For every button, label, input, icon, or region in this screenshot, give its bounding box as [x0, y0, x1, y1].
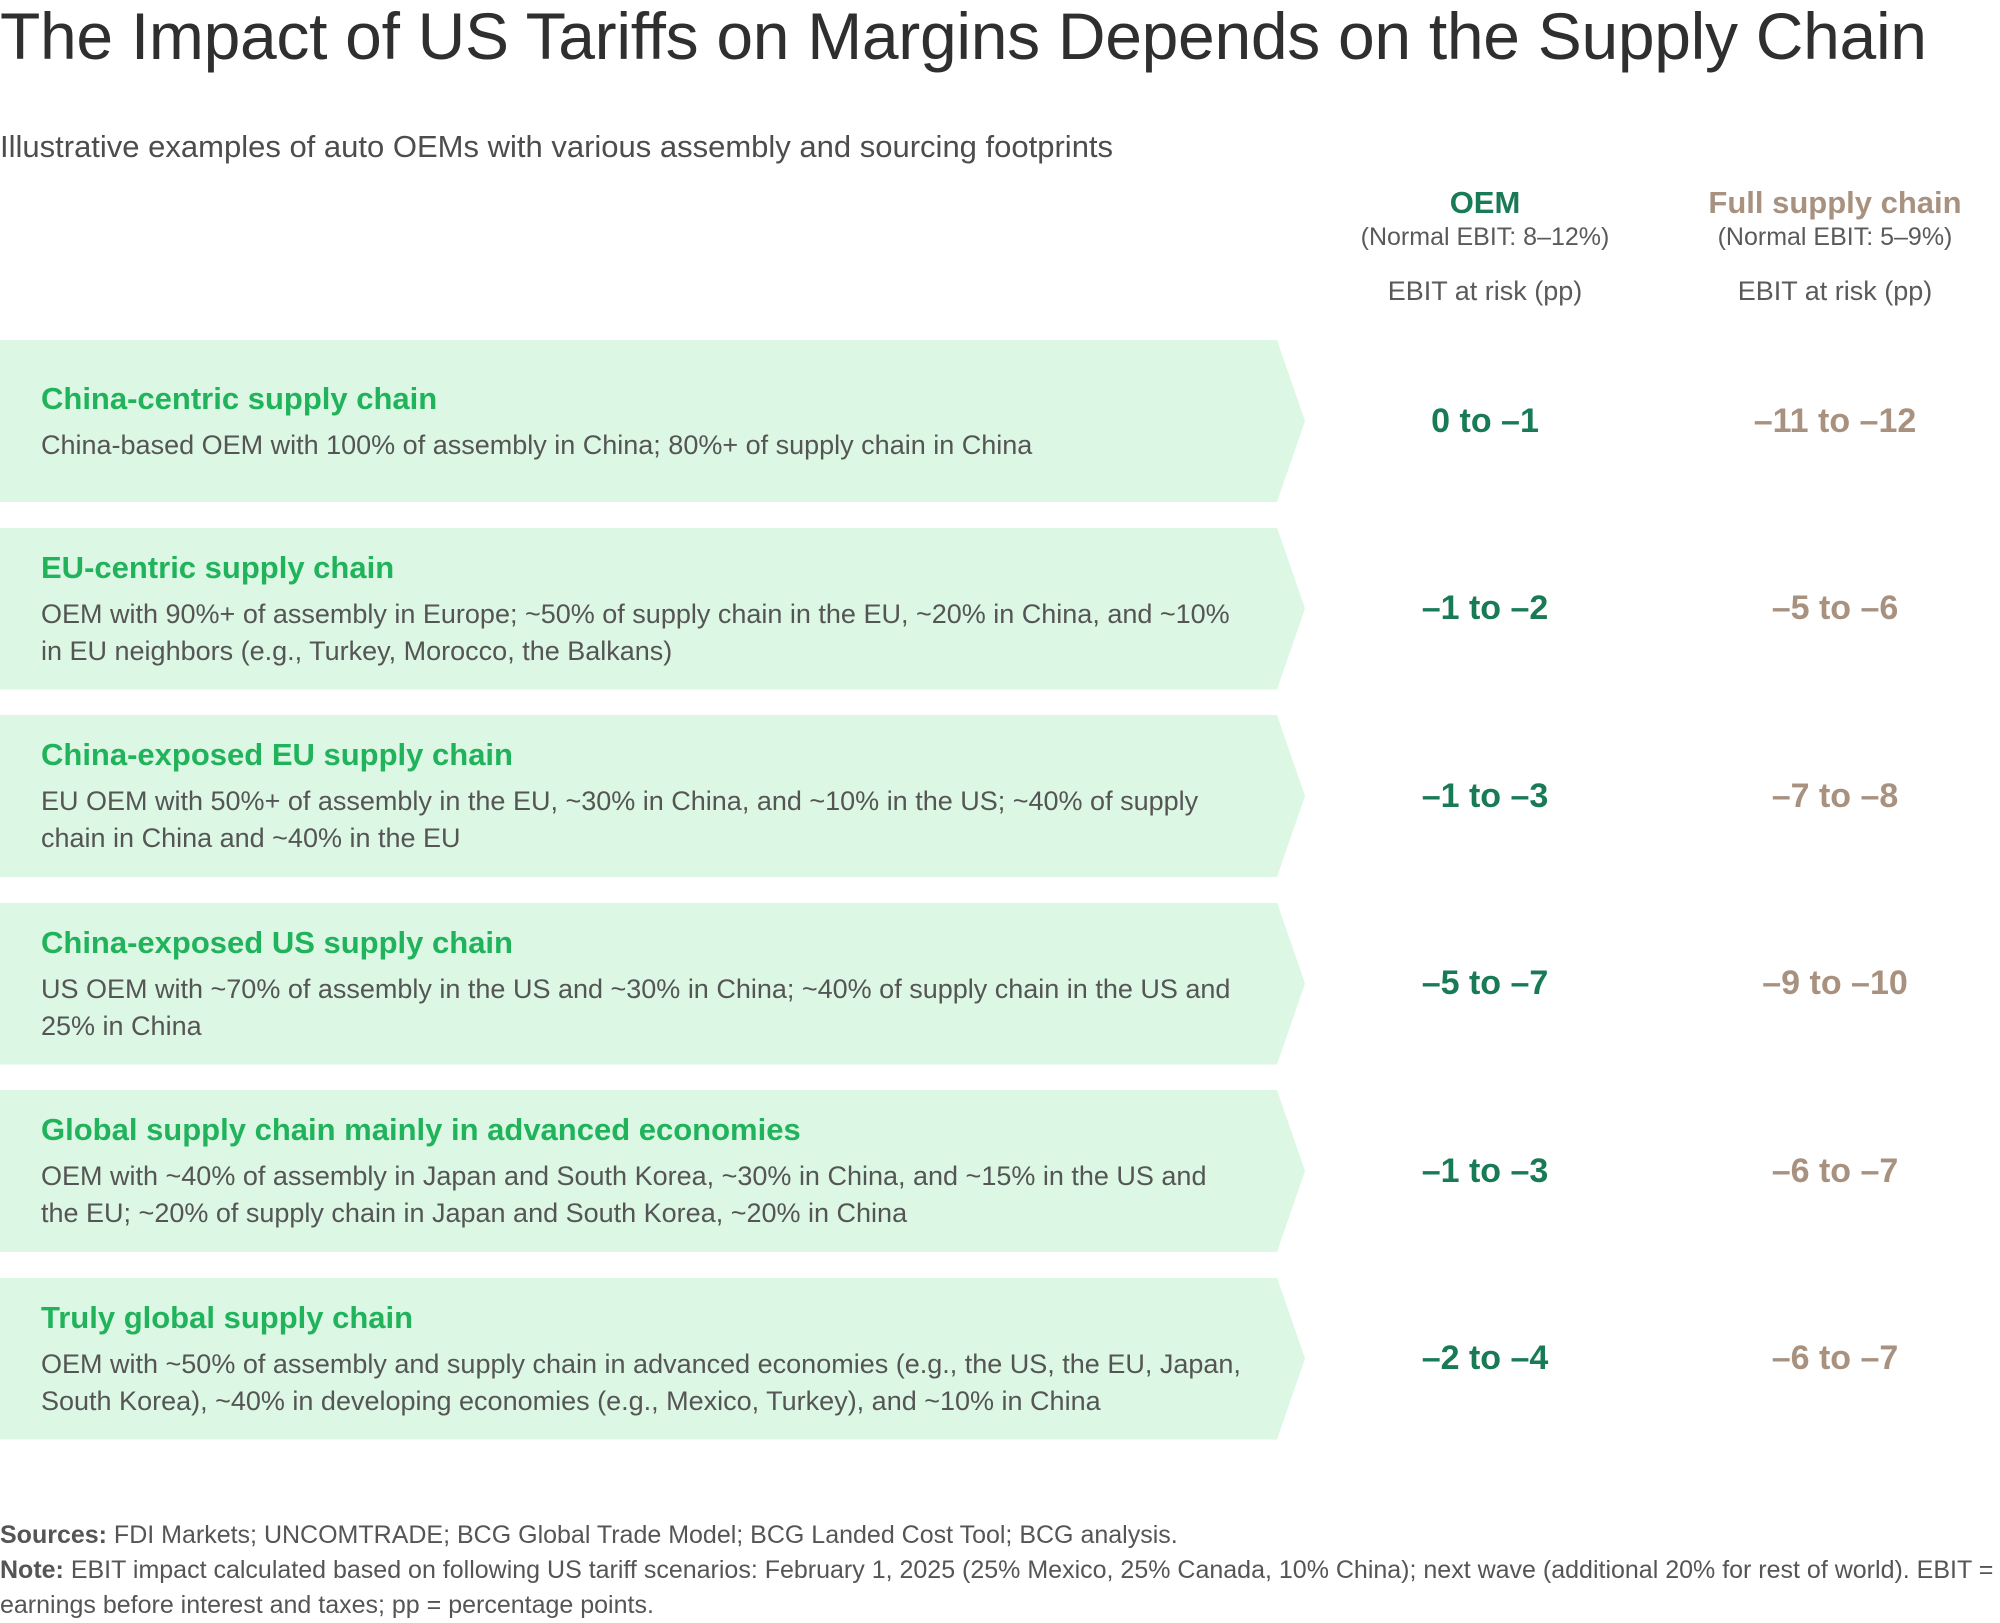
row-description: OEM with 90%+ of assembly in Europe; ~50… [41, 598, 1230, 666]
column-normal-ebit-full-supply-chain: (Normal EBIT: 5–9%) [1717, 223, 1953, 251]
row-title: China-exposed US supply chain [41, 924, 513, 960]
column-header-oem: OEM (Normal EBIT: 8–12%) EBIT at risk (p… [1295, 184, 1675, 308]
row-text: China-centric supply chain China-based OE… [41, 340, 1241, 502]
value-oem: 0 to –1 [1431, 401, 1539, 440]
value-full-supply-chain: –5 to –6 [1771, 589, 1899, 627]
value-oem: –5 to –7 [1421, 964, 1549, 1002]
row-description: China-based OEM with 100% of assembly in… [41, 429, 1033, 460]
row-title: Truly global supply chain [41, 1299, 414, 1335]
value-full-supply-chain: –11 to –12 [1753, 401, 1917, 440]
value-oem: –1 to –3 [1421, 1151, 1549, 1190]
sources-line: Sources: FDI Markets; UNCOMTRADE; BCG Gl… [0, 1518, 2000, 1553]
row-arrow-band [0, 340, 1305, 502]
table-row: EU-centric supply chain OEM with 90%+ of … [0, 527, 2000, 690]
row-description: OEM with ~50% of assembly and supply cha… [41, 1348, 1241, 1416]
value-full-supply-chain: –6 to –7 [1771, 1339, 1899, 1377]
row-title: China-centric supply chain [41, 380, 438, 416]
table-row: Global supply chain mainly in advanced e… [0, 1090, 2000, 1252]
note-text: EBIT impact calculated based on followin… [0, 1556, 1994, 1619]
row-description: OEM with ~40% of assembly in Japan and S… [41, 1161, 1207, 1228]
column-metric-oem: EBIT at risk (pp) [1387, 276, 1583, 306]
row-arrow-band [0, 1090, 1305, 1252]
value-oem: –1 to –3 [1421, 776, 1549, 815]
row-description: EU OEM with 50%+ of assembly in the EU, … [41, 786, 1199, 853]
row-description: US OEM with ~70% of assembly in the US a… [41, 973, 1231, 1041]
chart-title: The Impact of US Tariffs on Margins Depe… [0, 0, 1927, 73]
row-title: EU-centric supply chain [41, 549, 395, 585]
row-arrow-band [0, 1277, 1305, 1440]
row-text: China-exposed EU supply chain EU OEM with… [41, 715, 1241, 877]
column-metric-full-supply-chain: EBIT at risk (pp) [1737, 276, 1933, 306]
table-row: Truly global supply chain OEM with ~50% o… [0, 1277, 2000, 1440]
sources-text: FDI Markets; UNCOMTRADE; BCG Global Trad… [106, 1521, 1178, 1549]
column-header-full-supply-chain: Full supply chain (Normal EBIT: 5–9%) EB… [1645, 184, 2000, 308]
value-full-supply-chain: –7 to –8 [1771, 776, 1899, 815]
row-arrow-band [0, 715, 1305, 877]
row-text: China-exposed US supply chain US OEM with… [41, 903, 1241, 1065]
row-text: Truly global supply chain OEM with ~50% o… [41, 1278, 1241, 1440]
column-normal-ebit-oem: (Normal EBIT: 8–12%) [1360, 223, 1610, 251]
value-full-supply-chain: –6 to –7 [1771, 1151, 1899, 1190]
column-name-full-supply-chain: Full supply chain [1708, 185, 1962, 220]
column-name-oem: OEM [1449, 185, 1521, 220]
table-row: China-exposed EU supply chain EU OEM with… [0, 715, 2000, 877]
row-arrow-band [0, 902, 1305, 1065]
note-line: Note: EBIT impact calculated based on fo… [0, 1553, 2000, 1623]
table-row: China-exposed US supply chain US OEM with… [0, 902, 2000, 1065]
note-label: Note: [0, 1556, 64, 1584]
row-text: EU-centric supply chain OEM with 90%+ of … [41, 528, 1241, 690]
value-oem: –2 to –4 [1421, 1339, 1549, 1377]
table-row: China-centric supply chain China-based OE… [0, 340, 2000, 502]
value-oem: –1 to –2 [1421, 589, 1549, 627]
row-title: China-exposed EU supply chain [41, 737, 513, 772]
row-arrow-band [0, 527, 1305, 690]
row-title: Global supply chain mainly in advanced e… [41, 1112, 801, 1147]
value-full-supply-chain: –9 to –10 [1762, 964, 1908, 1002]
sources-label: Sources: [0, 1521, 107, 1549]
row-text: Global supply chain mainly in advanced e… [41, 1090, 1241, 1252]
chart-subtitle: Illustrative examples of auto OEMs with … [0, 129, 1114, 164]
footer: Sources: FDI Markets; UNCOMTRADE; BCG Gl… [0, 1518, 2000, 1623]
